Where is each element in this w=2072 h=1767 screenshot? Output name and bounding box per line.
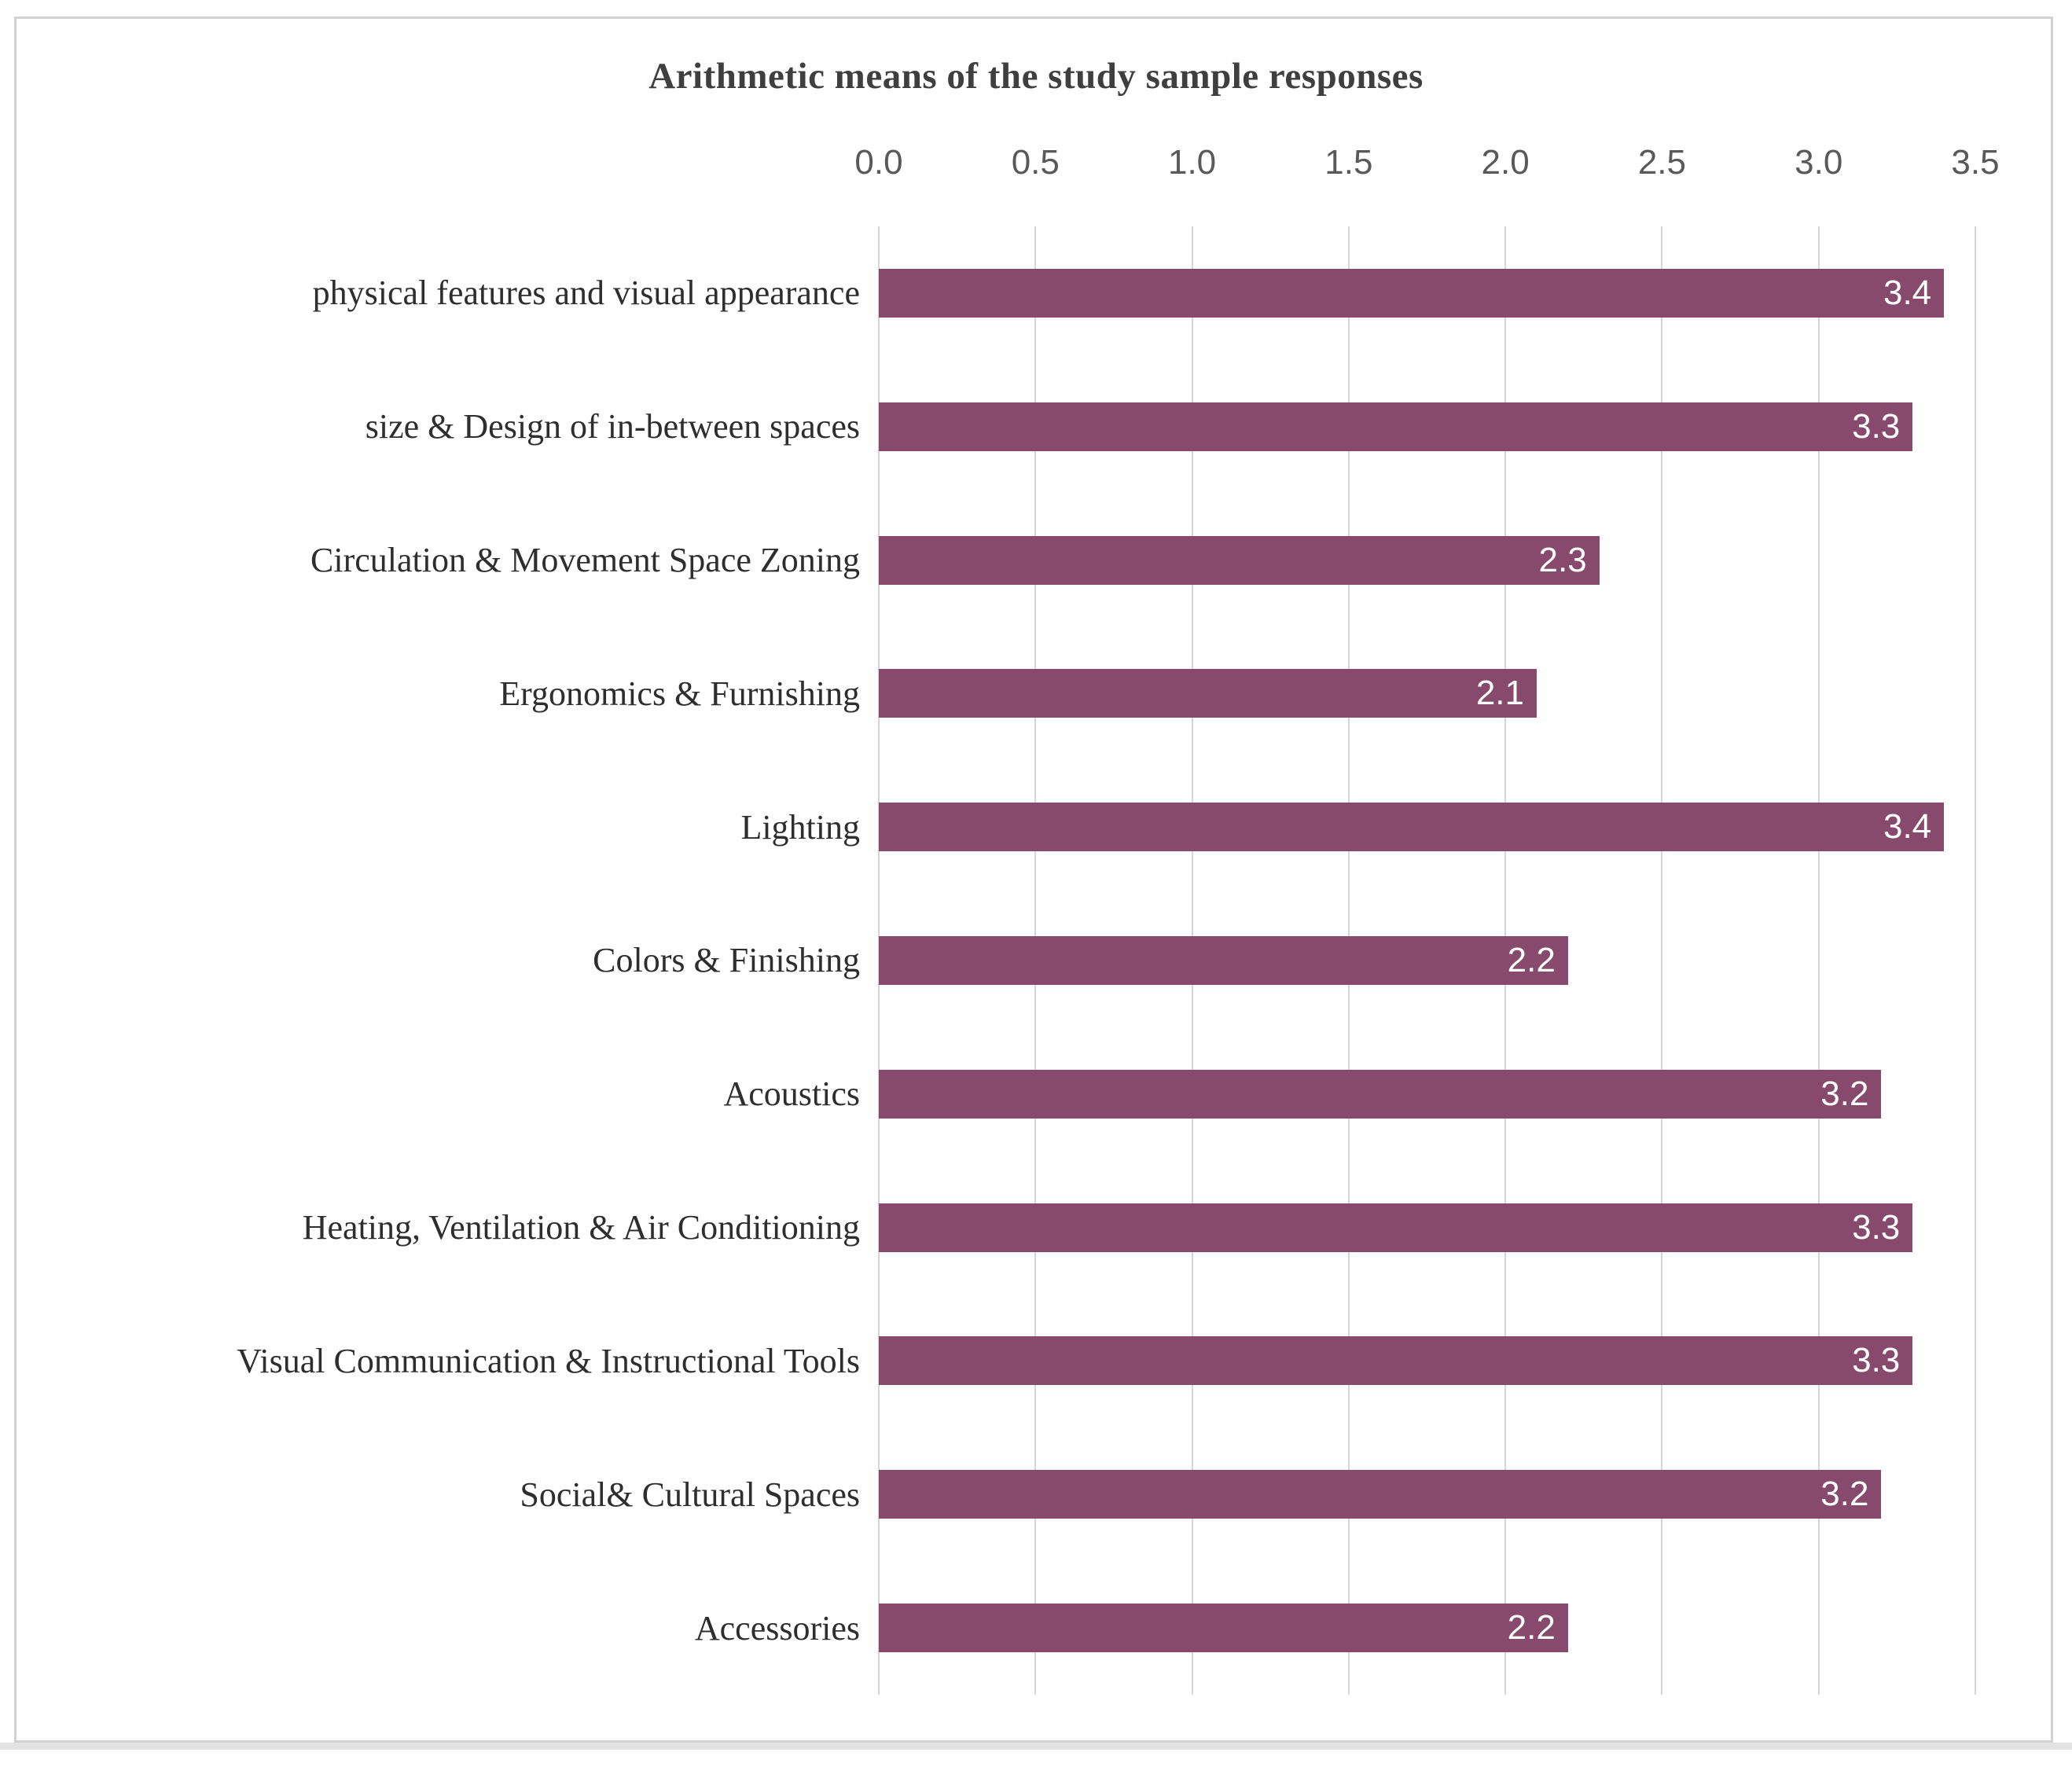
bar-value-label: 2.2 [1507, 940, 1556, 979]
category-label: physical features and visual appearance [312, 274, 860, 313]
bar: 3.4 [879, 803, 1945, 852]
bar: 3.4 [879, 268, 1945, 318]
category-label: Heating, Ventilation & Air Conditioning [302, 1208, 860, 1247]
bar-value-label: 3.2 [1820, 1475, 1869, 1514]
bar: 3.3 [879, 402, 1913, 451]
bar-value-label: 3.3 [1852, 406, 1901, 446]
bar-row: Circulation & Movement Space Zoning 2.3 [71, 494, 1975, 627]
category-label: Social& Cultural Spaces [520, 1475, 860, 1514]
category-label: Lighting [740, 807, 860, 847]
bar-rows: physical features and visual appearance 3… [71, 226, 1975, 1695]
bar: 3.3 [879, 1336, 1913, 1386]
gridline [1975, 226, 1976, 1695]
bar-track: 3.2 [879, 1427, 1975, 1561]
x-tick-label: 2.5 [1637, 143, 1687, 182]
bar-row: Visual Communication & Instructional Too… [71, 1295, 1975, 1428]
bar: 2.2 [879, 1604, 1568, 1653]
bar: 3.2 [879, 1470, 1882, 1519]
bar-track: 2.2 [879, 894, 1975, 1027]
bar-track: 2.3 [879, 494, 1975, 627]
bar-value-label: 3.2 [1820, 1074, 1869, 1113]
category-label: Accessories [694, 1608, 860, 1648]
x-tick-label: 0.0 [854, 143, 903, 182]
x-tick-label: 2.0 [1481, 143, 1530, 182]
bar-row: Lighting 3.4 [71, 760, 1975, 894]
bar-row: Colors & Finishing 2.2 [71, 894, 1975, 1027]
category-label: Circulation & Movement Space Zoning [310, 541, 860, 580]
bar-track: 2.1 [879, 626, 1975, 760]
bar-row: size & Design of in-between spaces 3.3 [71, 360, 1975, 494]
bar-row: Social& Cultural Spaces 3.2 [71, 1427, 1975, 1561]
category-label: size & Design of in-between spaces [365, 407, 860, 446]
bottom-edge [0, 1743, 2072, 1750]
x-tick-label: 3.0 [1795, 143, 1843, 182]
bar-row: Acoustics 3.2 [71, 1027, 1975, 1161]
bar-value-label: 3.3 [1852, 1207, 1901, 1247]
bar-value-label: 3.4 [1883, 807, 1932, 847]
x-tick-label: 1.5 [1324, 143, 1373, 182]
bar: 3.3 [879, 1203, 1913, 1252]
bar-row: Ergonomics & Furnishing 2.1 [71, 626, 1975, 760]
bar-row: Heating, Ventilation & Air Conditioning 3… [71, 1161, 1975, 1295]
bar: 2.3 [879, 535, 1600, 585]
category-label: Ergonomics & Furnishing [499, 674, 860, 713]
category-label: Visual Communication & Instructional Too… [237, 1341, 860, 1380]
bar-value-label: 2.3 [1538, 540, 1587, 579]
bar: 2.1 [879, 669, 1537, 718]
x-tick-label: 1.0 [1167, 143, 1217, 182]
bar-track: 3.3 [879, 1161, 1975, 1295]
bar-row: physical features and visual appearance 3… [71, 226, 1975, 360]
bar-track: 3.3 [879, 1295, 1975, 1428]
gridline [1661, 226, 1663, 1695]
bar: 2.2 [879, 935, 1568, 985]
x-tick-label: 0.5 [1011, 143, 1060, 182]
bar: 3.2 [879, 1069, 1882, 1119]
bar-value-label: 2.1 [1475, 674, 1524, 713]
bar-track: 2.2 [879, 1561, 1975, 1695]
bar-row: Accessories 2.2 [71, 1561, 1975, 1695]
category-label: Acoustics [723, 1075, 860, 1114]
chart-frame-border [14, 17, 2053, 1743]
bar-value-label: 3.4 [1883, 273, 1932, 312]
x-axis-tick-labels: 0.0 0.5 1.0 1.5 2.0 2.5 3.0 3.5 [854, 143, 1999, 186]
bar-track: 3.3 [879, 360, 1975, 494]
bar-value-label: 3.3 [1852, 1341, 1901, 1380]
x-tick-label: 3.5 [1951, 143, 2000, 182]
bar-track: 3.4 [879, 760, 1975, 894]
chart-title: Arithmetic means of the study sample res… [648, 56, 1424, 97]
bar-track: 3.4 [879, 226, 1975, 360]
category-label: Colors & Finishing [593, 941, 860, 980]
bar-track: 3.2 [879, 1027, 1975, 1161]
bar-value-label: 2.2 [1507, 1608, 1556, 1648]
gridline [1817, 226, 1820, 1695]
